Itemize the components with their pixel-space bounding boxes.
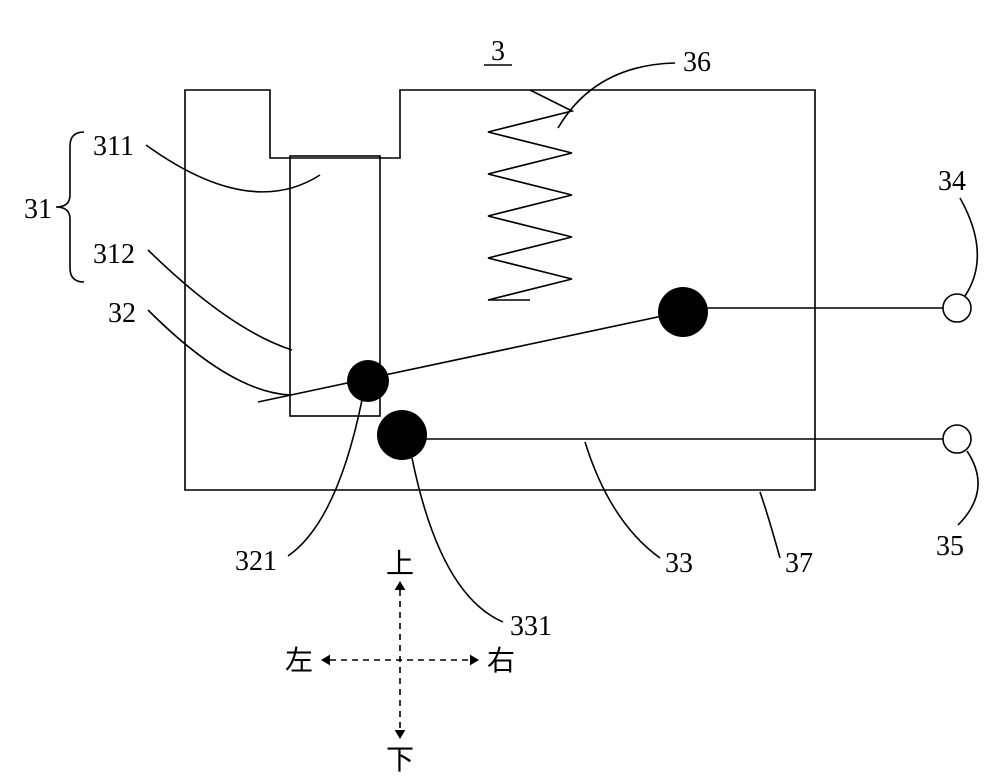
label-32: 32 (108, 298, 136, 329)
dir-left: 左 (285, 645, 313, 677)
label-312: 312 (93, 239, 135, 270)
pivot-upper-right (658, 287, 708, 337)
mechanism-diagram: 3 311 312 32 36 34 35 321 331 33 37 31 上下 左 右 (0, 0, 1000, 782)
label-34: 34 (938, 166, 966, 197)
dir-up: 上 (386, 549, 414, 580)
dir-down: 下 (386, 745, 414, 776)
label-36: 36 (683, 47, 711, 78)
label-37: 37 (785, 548, 813, 579)
label-311: 311 (93, 131, 134, 162)
terminal-35 (943, 425, 971, 453)
label-35: 35 (936, 531, 964, 562)
pivot-331 (377, 410, 427, 460)
pivot-321 (347, 360, 389, 402)
label-31: 31 (24, 194, 52, 225)
dir-right: 右 (487, 645, 515, 677)
label-331: 331 (510, 611, 552, 642)
figure-title: 3 (491, 36, 505, 67)
label-33: 33 (665, 548, 693, 579)
terminal-34 (943, 294, 971, 322)
label-321: 321 (235, 546, 277, 577)
